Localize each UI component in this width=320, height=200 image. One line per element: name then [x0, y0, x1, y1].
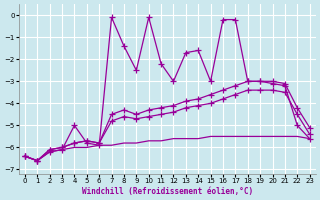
X-axis label: Windchill (Refroidissement éolien,°C): Windchill (Refroidissement éolien,°C) — [82, 187, 253, 196]
